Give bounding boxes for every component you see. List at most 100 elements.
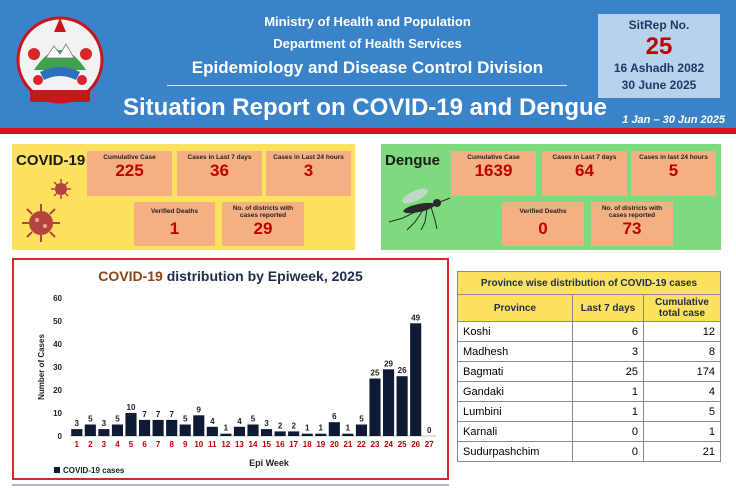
province-table: Province wise distribution of COVID-19 c… — [457, 271, 721, 462]
x-tick-label: 15 — [262, 440, 271, 449]
y-tick-label: 0 — [58, 432, 63, 441]
x-tick-label: 4 — [115, 440, 120, 449]
col-header-cumulative: Cumulative total case — [643, 294, 721, 322]
bar-data-label: 5 — [115, 415, 120, 424]
covid-panel-title: COVID-19 — [16, 152, 86, 169]
table-row: Lumbini 1 5 — [457, 401, 721, 422]
bar — [220, 433, 232, 436]
bar-data-label: 4 — [237, 417, 242, 426]
x-tick-label: 11 — [208, 440, 217, 449]
bar — [328, 422, 340, 436]
stat-value: 1639 — [474, 161, 513, 180]
y-tick-label: 40 — [53, 340, 62, 349]
bar-data-label: 25 — [371, 369, 380, 378]
x-tick-label: 19 — [316, 440, 325, 449]
cumulative-value: 12 — [643, 321, 721, 342]
stat-label: No. of districts with cases reported — [232, 205, 294, 219]
table-row: Koshi 6 12 — [457, 321, 721, 342]
stat-value: 29 — [253, 219, 273, 238]
dengue-districts-reported: No. of districts with cases reported 73 — [591, 202, 673, 246]
stat-value: 36 — [210, 161, 229, 180]
y-axis-label: Number of Cases — [37, 334, 46, 400]
stat-value: 1 — [169, 219, 180, 238]
dengue-panel-title: Dengue — [385, 152, 441, 169]
stat-label: Verified Deaths — [519, 208, 567, 215]
stat-value: 64 — [575, 161, 594, 180]
department-name: Department of Health Services — [273, 36, 462, 51]
covid-verified-deaths: Verified Deaths 1 — [134, 202, 215, 246]
bar — [396, 376, 408, 436]
bar — [152, 419, 164, 436]
bar — [206, 426, 218, 436]
y-tick-label: 10 — [53, 409, 62, 418]
bar-data-label: 5 — [183, 415, 188, 424]
y-tick-label: 60 — [53, 294, 62, 303]
y-tick-label: 20 — [53, 386, 62, 395]
x-tick-label: 2 — [88, 440, 93, 449]
epiweek-chart-panel: COVID-19 distribution by Epiweek, 2025 0… — [12, 258, 449, 480]
bar — [247, 424, 259, 436]
bar-data-label: 3 — [75, 419, 80, 428]
bar-data-label: 2 — [278, 421, 283, 430]
last-7-days-value: 3 — [572, 341, 644, 362]
mosquito-icon — [388, 188, 451, 231]
stat-label: No. of districts with cases reported — [601, 205, 663, 219]
x-tick-label: 12 — [221, 440, 230, 449]
x-tick-label: 23 — [371, 440, 380, 449]
bar — [138, 419, 151, 436]
last-7-days-value: 0 — [572, 421, 644, 442]
x-axis-label: Epi Week — [249, 458, 290, 468]
bar-data-label: 49 — [411, 313, 420, 322]
cumulative-value: 8 — [643, 341, 721, 362]
province-table-body: Koshi 6 12 Madhesh 3 8 Bagmati 25 174 Gandaki 1 4 Lu… — [457, 321, 721, 462]
last-7-days-value: 1 — [572, 381, 644, 402]
x-tick-label: 14 — [249, 440, 258, 449]
x-tick-label: 8 — [169, 440, 174, 449]
x-tick-label: 20 — [330, 440, 339, 449]
bar-data-label: 26 — [398, 366, 407, 375]
bar-data-label: 5 — [251, 415, 256, 424]
sitrep-date-nepali: 16 Ashadh 2082 — [613, 61, 705, 75]
stat-label: Verified Deaths — [151, 208, 198, 215]
province-name: Karnali — [457, 421, 573, 442]
table-row: Bagmati 25 174 — [457, 361, 721, 382]
province-name: Bagmati — [457, 361, 573, 382]
bar-data-label: 1 — [305, 424, 310, 433]
stat-label: Cumulative Case — [103, 154, 156, 161]
bar-data-label: 9 — [197, 405, 202, 414]
bar-data-label: 5 — [88, 415, 93, 424]
bar — [98, 429, 110, 436]
stat-label: Cumulative Case — [467, 154, 520, 161]
x-tick-label: 27 — [425, 440, 434, 449]
y-tick-label: 50 — [53, 317, 62, 326]
dengue-verified-deaths: Verified Deaths 0 — [502, 202, 584, 246]
covid-summary-panel: COVID-19 Cumulative Case 225 Cases in La… — [12, 144, 355, 250]
sitrep-date: 30 June 2025 — [621, 78, 697, 92]
x-tick-label: 13 — [235, 440, 244, 449]
last-7-days-value: 0 — [572, 441, 644, 462]
chart-title-suffix: distribution by Epiweek, 2025 — [162, 268, 363, 284]
report-title: Situation Report on COVID-19 and Dengue — [122, 94, 608, 121]
province-name: Sudurpashchim — [457, 441, 573, 462]
sitrep-label: SitRep No. — [628, 18, 690, 32]
bar-data-label: 3 — [102, 419, 107, 428]
cumulative-value: 5 — [643, 401, 721, 422]
chart-title: COVID-19 distribution by Epiweek, 2025 — [14, 268, 447, 284]
bar — [315, 433, 327, 436]
bar-data-label: 6 — [332, 412, 337, 421]
bar — [193, 415, 205, 436]
province-name: Koshi — [457, 321, 573, 342]
stat-value: 0 — [538, 219, 548, 238]
x-tick-label: 9 — [183, 440, 188, 449]
table-row: Karnali 0 1 — [457, 421, 721, 442]
last-7-days-value: 1 — [572, 401, 644, 422]
last-7-days-value: 6 — [572, 321, 644, 342]
covid-cumulative-case: Cumulative Case 225 — [87, 151, 172, 196]
bar-data-label: 0 — [427, 426, 432, 435]
bottom-divider — [12, 484, 449, 486]
x-tick-label: 7 — [156, 440, 161, 449]
report-period: 1 Jan – 30 Jun 2025 — [622, 114, 725, 126]
sitrep-number: 25 — [645, 33, 673, 60]
covid-districts-reported: No. of districts with cases reported 29 — [222, 202, 304, 246]
dengue-last-24-hours: Cases in last 24 hours 5 — [631, 151, 716, 196]
